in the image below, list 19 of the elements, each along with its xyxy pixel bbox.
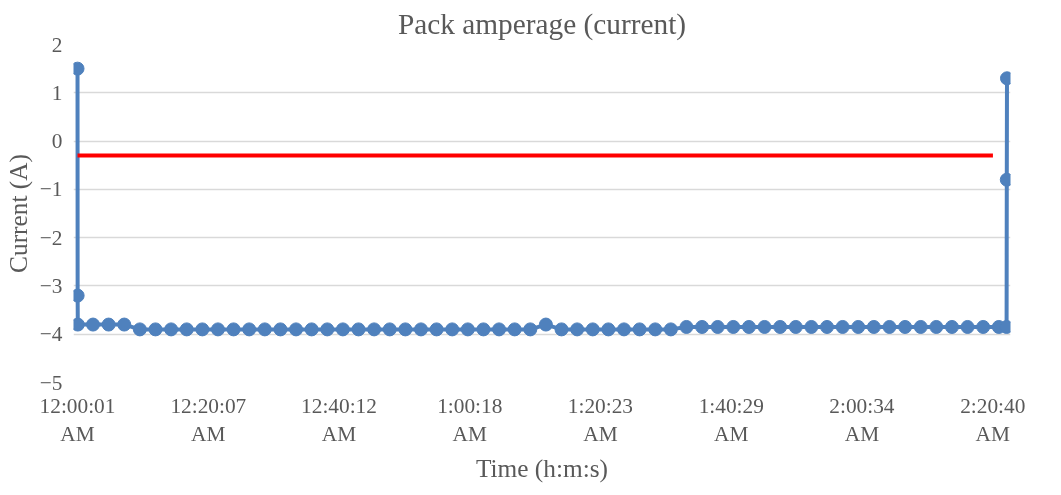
y-tick-label: 1 [51, 80, 63, 105]
y-tick-label: −4 [39, 322, 63, 347]
x-tick-label: 2:20:40 AM [960, 393, 1026, 447]
x-tick-label: 12:00:01 AM [39, 393, 116, 447]
y-tick-label: −2 [39, 225, 63, 250]
x-axis-title: Time (h:m:s) [475, 454, 609, 484]
y-tick-label: −3 [39, 273, 63, 298]
y-tick-label: 2 [51, 32, 63, 57]
y-tick-label: −1 [39, 177, 63, 202]
y-axis-title: Current (A) [3, 154, 33, 273]
y-tick-label: 0 [51, 129, 63, 154]
x-tick-label: 2:00:34 AM [829, 393, 895, 447]
x-tick-label: 1:00:18 AM [437, 393, 503, 447]
x-tick-label: 12:40:12 AM [301, 393, 377, 447]
x-tick-label: 1:40:29 AM [698, 393, 764, 447]
x-tick-label: 1:20:23 AM [567, 393, 634, 447]
x-tick-label: 12:20:07 AM [170, 393, 247, 447]
y-tick-label: −5 [39, 370, 63, 395]
chart-title: Pack amperage (current) [397, 7, 687, 41]
